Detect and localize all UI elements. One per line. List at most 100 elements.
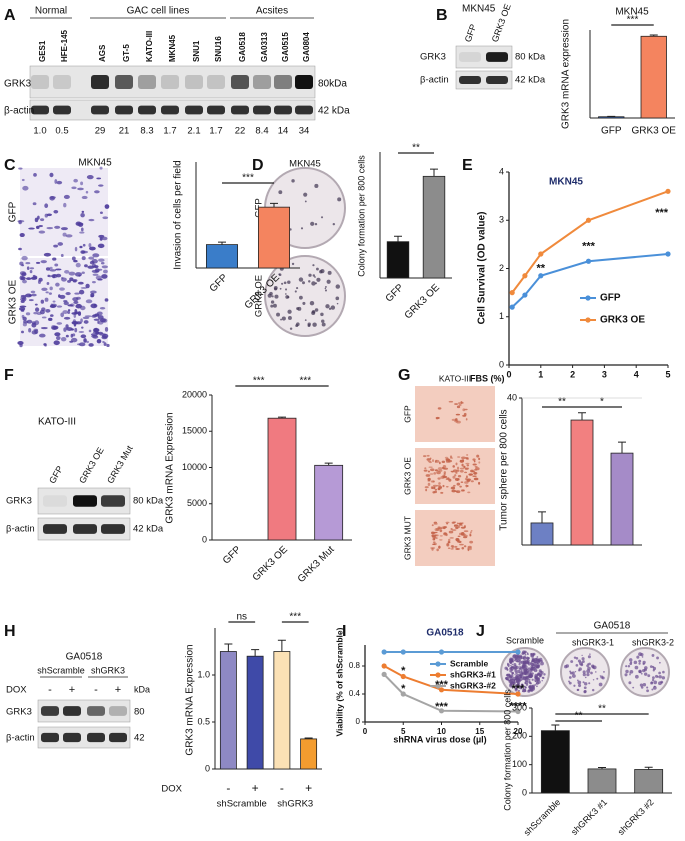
x-tick-label: 1 xyxy=(538,369,543,379)
colony xyxy=(531,678,534,681)
group-label: GAC cell lines xyxy=(127,6,190,17)
colony xyxy=(307,322,311,326)
colony xyxy=(525,690,527,692)
spot xyxy=(437,477,441,480)
marker xyxy=(665,188,671,194)
band xyxy=(231,74,249,90)
spot xyxy=(85,190,89,194)
spot xyxy=(441,460,446,464)
marker xyxy=(400,649,406,655)
marker xyxy=(515,649,521,655)
colony xyxy=(506,667,508,670)
spot xyxy=(454,403,459,405)
colony xyxy=(328,307,332,310)
colony xyxy=(298,277,304,282)
spot xyxy=(424,486,429,489)
spot xyxy=(73,178,78,183)
spot xyxy=(22,185,29,191)
colony xyxy=(536,685,538,688)
colony xyxy=(586,672,590,677)
error-bar xyxy=(324,462,333,466)
colony xyxy=(580,663,584,667)
row-label: β-actin xyxy=(6,733,35,744)
colony xyxy=(528,678,531,681)
spot xyxy=(431,534,436,538)
colony xyxy=(320,312,324,317)
band xyxy=(185,74,203,90)
spot xyxy=(449,457,454,459)
spot xyxy=(464,467,469,470)
colony xyxy=(541,679,543,682)
quant-label: 1.7 xyxy=(163,126,176,137)
group-label: Acsites xyxy=(256,6,288,17)
colony xyxy=(308,280,311,283)
colony xyxy=(514,666,517,669)
panel-letter: J xyxy=(476,623,485,640)
colony xyxy=(540,670,544,674)
y-tick-label: 20000 xyxy=(182,389,207,399)
spot xyxy=(427,461,432,463)
micrograph xyxy=(415,510,495,566)
spot xyxy=(444,526,448,529)
spot xyxy=(69,277,74,282)
colony xyxy=(598,682,603,687)
spot xyxy=(49,266,53,270)
colony xyxy=(296,322,300,326)
colony xyxy=(584,676,587,679)
spot xyxy=(85,283,90,289)
spot xyxy=(47,275,53,278)
spot xyxy=(34,217,39,223)
spot xyxy=(54,225,61,229)
error-bar xyxy=(394,235,402,242)
x-tick-label: GFP xyxy=(384,282,407,305)
spot xyxy=(63,316,71,320)
lane-label: GFP xyxy=(463,23,479,44)
lane-label: GA0313 xyxy=(260,32,269,62)
image-label: GRK3 OE xyxy=(8,279,19,324)
error-bar xyxy=(644,766,653,770)
colony xyxy=(628,681,632,685)
spot xyxy=(426,458,431,461)
spot xyxy=(77,343,81,346)
marker xyxy=(515,691,521,697)
colony xyxy=(522,660,527,665)
x-tick-label: GRK3 OE xyxy=(403,282,442,321)
colony xyxy=(653,680,658,685)
colony xyxy=(517,682,520,685)
spot xyxy=(460,533,466,536)
spot xyxy=(447,541,451,544)
row-label: GRK3 xyxy=(4,79,32,90)
colony xyxy=(586,669,591,674)
spot xyxy=(80,250,86,254)
colony xyxy=(658,671,661,675)
size-label: 80 xyxy=(134,707,145,718)
significance-label: ns xyxy=(236,612,247,623)
quant-label: 22 xyxy=(235,126,246,137)
colony xyxy=(541,676,544,679)
spot xyxy=(104,204,110,209)
condition-label: + xyxy=(69,684,75,696)
image-label: GFP xyxy=(8,201,19,222)
spot xyxy=(427,482,431,486)
spot xyxy=(450,545,455,548)
spot xyxy=(423,469,428,472)
colony xyxy=(285,295,289,299)
marker xyxy=(381,649,387,655)
colony xyxy=(270,300,275,304)
colony xyxy=(335,296,340,301)
quant-label: 21 xyxy=(119,126,130,137)
colony xyxy=(314,308,319,312)
colony xyxy=(528,680,531,683)
colony xyxy=(633,660,638,665)
spot xyxy=(26,266,30,270)
y-axis-label: Colony formation per 800 cells xyxy=(502,689,512,811)
colony xyxy=(311,309,316,314)
spot xyxy=(466,454,469,456)
spot xyxy=(54,263,59,267)
spot xyxy=(436,548,439,552)
condition-label: + xyxy=(115,684,121,696)
colony xyxy=(314,276,316,278)
spot xyxy=(57,242,64,246)
micrograph xyxy=(415,386,495,442)
colony xyxy=(276,312,280,317)
